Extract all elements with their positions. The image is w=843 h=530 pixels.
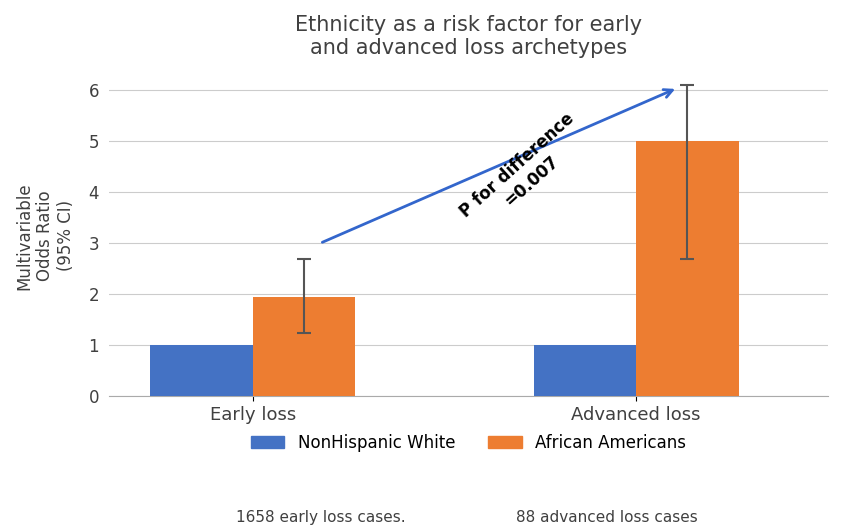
Bar [636, 142, 738, 396]
Text: P for difference
=0.007: P for difference =0.007 [457, 110, 592, 237]
Y-axis label: Multivariable
Odds Ratio
(95% CI): Multivariable Odds Ratio (95% CI) [15, 182, 74, 289]
Bar [534, 346, 636, 396]
Bar [253, 297, 355, 396]
Title: Ethnicity as a risk factor for early
and advanced loss archetypes: Ethnicity as a risk factor for early and… [295, 15, 642, 58]
Text: 1658 early loss cases.: 1658 early loss cases. [235, 510, 405, 525]
Bar [150, 346, 253, 396]
Legend: NonHispanic White, African Americans: NonHispanic White, African Americans [244, 428, 693, 459]
Text: 88 advanced loss cases: 88 advanced loss cases [516, 510, 698, 525]
